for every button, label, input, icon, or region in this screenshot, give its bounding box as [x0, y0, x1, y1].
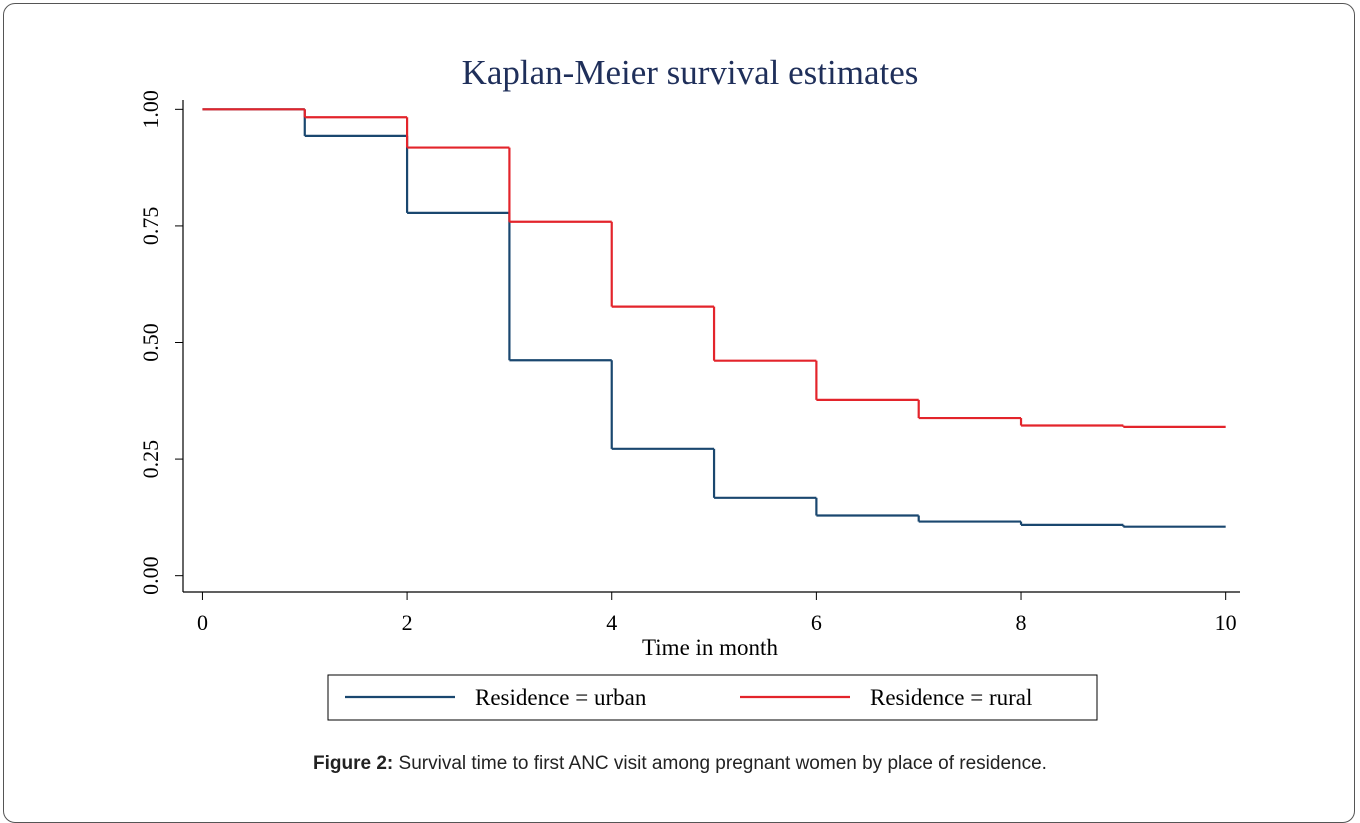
y-tick-label: 0.00: [138, 556, 163, 595]
caption-text: Survival time to first ANC visit among p…: [393, 753, 1047, 774]
x-tick-label: 10: [1215, 610, 1237, 635]
x-tick-label: 2: [402, 610, 413, 635]
x-tick-label: 4: [606, 610, 617, 635]
chart: Kaplan-Meier survival estimates Time in …: [138, 53, 1240, 721]
x-tick-label: 6: [811, 610, 822, 635]
x-axis-label: Time in month: [642, 635, 778, 660]
page: {"chart_data": { "type": "step", "title"…: [0, 3, 1360, 823]
legend-label: Residence = urban: [475, 685, 647, 710]
x-tick-label: 8: [1016, 610, 1027, 635]
y-tick-label: 1.00: [138, 90, 163, 129]
chart-title: Kaplan-Meier survival estimates: [462, 53, 919, 92]
legend-label: Residence = rural: [870, 685, 1032, 710]
x-tick-label: 0: [197, 610, 208, 635]
y-tick-label: 0.75: [138, 207, 163, 246]
y-tick-label: 0.50: [138, 323, 163, 362]
legend-box: [327, 674, 1098, 721]
caption-label: Figure 2:: [313, 753, 394, 774]
y-tick-label: 0.25: [138, 440, 163, 479]
caption: Figure 2: Survival time to first ANC vis…: [0, 753, 1360, 775]
